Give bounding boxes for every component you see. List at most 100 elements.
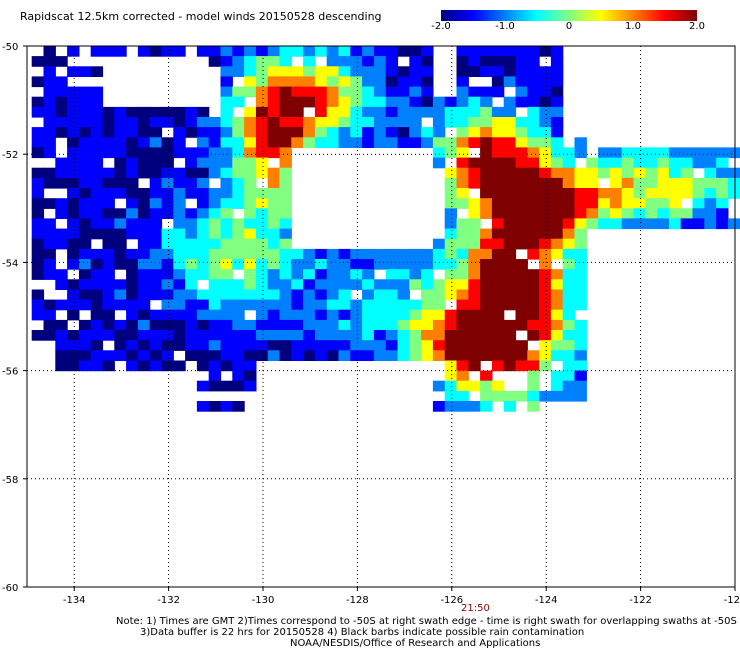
wind-cell — [173, 188, 186, 199]
latitude-label: -60 — [2, 583, 18, 594]
wind-cell — [362, 289, 375, 301]
wind-cell — [362, 56, 375, 67]
wind-cell — [244, 370, 257, 382]
wind-cell — [432, 401, 446, 412]
wind-cell — [126, 177, 139, 189]
wind-cell — [539, 106, 552, 118]
wind-cell — [409, 127, 422, 138]
wind-cell — [503, 218, 517, 230]
wind-cell — [185, 238, 198, 250]
wind-cell — [78, 66, 92, 77]
wind-cell — [102, 309, 115, 321]
wind-cell — [90, 127, 104, 138]
wind-cell — [621, 218, 635, 230]
wind-cell — [232, 309, 245, 321]
wind-cell — [220, 177, 233, 189]
wind-cell — [586, 218, 599, 230]
wind-cell — [716, 188, 729, 199]
wind-cell — [704, 188, 717, 199]
wind-cell — [350, 269, 363, 280]
wind-cell — [598, 167, 611, 179]
swath-data — [31, 46, 740, 412]
wind-cell — [137, 208, 151, 219]
wind-cell — [173, 289, 186, 301]
wind-cell — [255, 218, 269, 230]
wind-cell — [527, 127, 540, 138]
wind-cell — [409, 259, 422, 270]
wind-cell — [704, 177, 717, 189]
wind-cell — [657, 218, 670, 230]
wind-cell — [621, 208, 635, 219]
wind-cell — [55, 198, 68, 209]
wind-cell — [279, 106, 292, 118]
wind-cell — [362, 309, 375, 321]
wind-cell — [350, 279, 363, 290]
wind-cell — [456, 86, 469, 98]
wind-cell — [244, 86, 257, 98]
wind-cell — [515, 66, 528, 77]
wind-cell — [291, 117, 304, 128]
wind-cell — [491, 117, 505, 128]
wind-cell — [267, 198, 281, 209]
wind-cell — [208, 259, 222, 270]
wind-cell — [444, 269, 458, 280]
wind-cell — [208, 248, 222, 260]
wind-cell — [562, 157, 576, 169]
wind-cell — [303, 96, 316, 108]
wind-cell — [279, 86, 292, 98]
wind-cell — [291, 66, 304, 77]
wind-cell — [350, 56, 363, 67]
wind-cell — [161, 167, 174, 179]
wind-cell — [515, 218, 528, 230]
wind-cell — [208, 380, 222, 392]
wind-cell — [78, 208, 92, 219]
wind-cell — [432, 137, 446, 148]
wind-cell — [232, 137, 245, 148]
wind-cell — [161, 269, 174, 280]
wind-cell — [456, 309, 469, 321]
wind-cell — [598, 198, 611, 209]
wind-cell — [314, 299, 328, 311]
wind-cell — [161, 147, 174, 159]
wind-cell — [432, 248, 446, 260]
wind-cell — [539, 319, 552, 331]
wind-cell — [173, 46, 186, 57]
wind-cell — [338, 330, 351, 341]
wind-cell — [444, 289, 458, 301]
wind-cell — [267, 269, 281, 280]
wind-cell — [114, 137, 127, 148]
wind-cell — [397, 137, 410, 148]
wind-cell — [114, 299, 127, 311]
wind-cell — [90, 46, 104, 57]
wind-cell — [480, 370, 493, 382]
wind-cell — [432, 380, 446, 392]
wind-cell — [491, 350, 505, 361]
wind-cell — [232, 380, 245, 392]
wind-cell — [161, 309, 174, 321]
wind-cell — [503, 188, 517, 199]
wind-cell — [208, 56, 222, 67]
wind-cell — [491, 157, 505, 169]
wind-cell — [480, 117, 493, 128]
wind-cell — [680, 167, 694, 179]
wind-cell — [621, 177, 635, 189]
wind-cell — [350, 66, 363, 77]
longitude-label: -122 — [629, 595, 652, 606]
wind-cell — [244, 127, 257, 138]
wind-cell — [78, 289, 92, 301]
wind-cell — [456, 390, 469, 402]
wind-cell — [385, 319, 399, 331]
wind-cell — [149, 188, 163, 199]
wind-cell — [338, 127, 351, 138]
wind-cell — [633, 177, 646, 189]
wind-cell — [102, 330, 115, 341]
wind-cell — [90, 350, 104, 361]
wind-cell — [67, 147, 80, 159]
wind-cell — [114, 350, 127, 361]
wind-cell — [267, 319, 281, 331]
wind-cell — [244, 66, 257, 77]
wind-cell — [303, 279, 316, 290]
wind-cell — [550, 147, 564, 159]
wind-cell — [692, 218, 705, 230]
wind-cell — [456, 299, 469, 311]
